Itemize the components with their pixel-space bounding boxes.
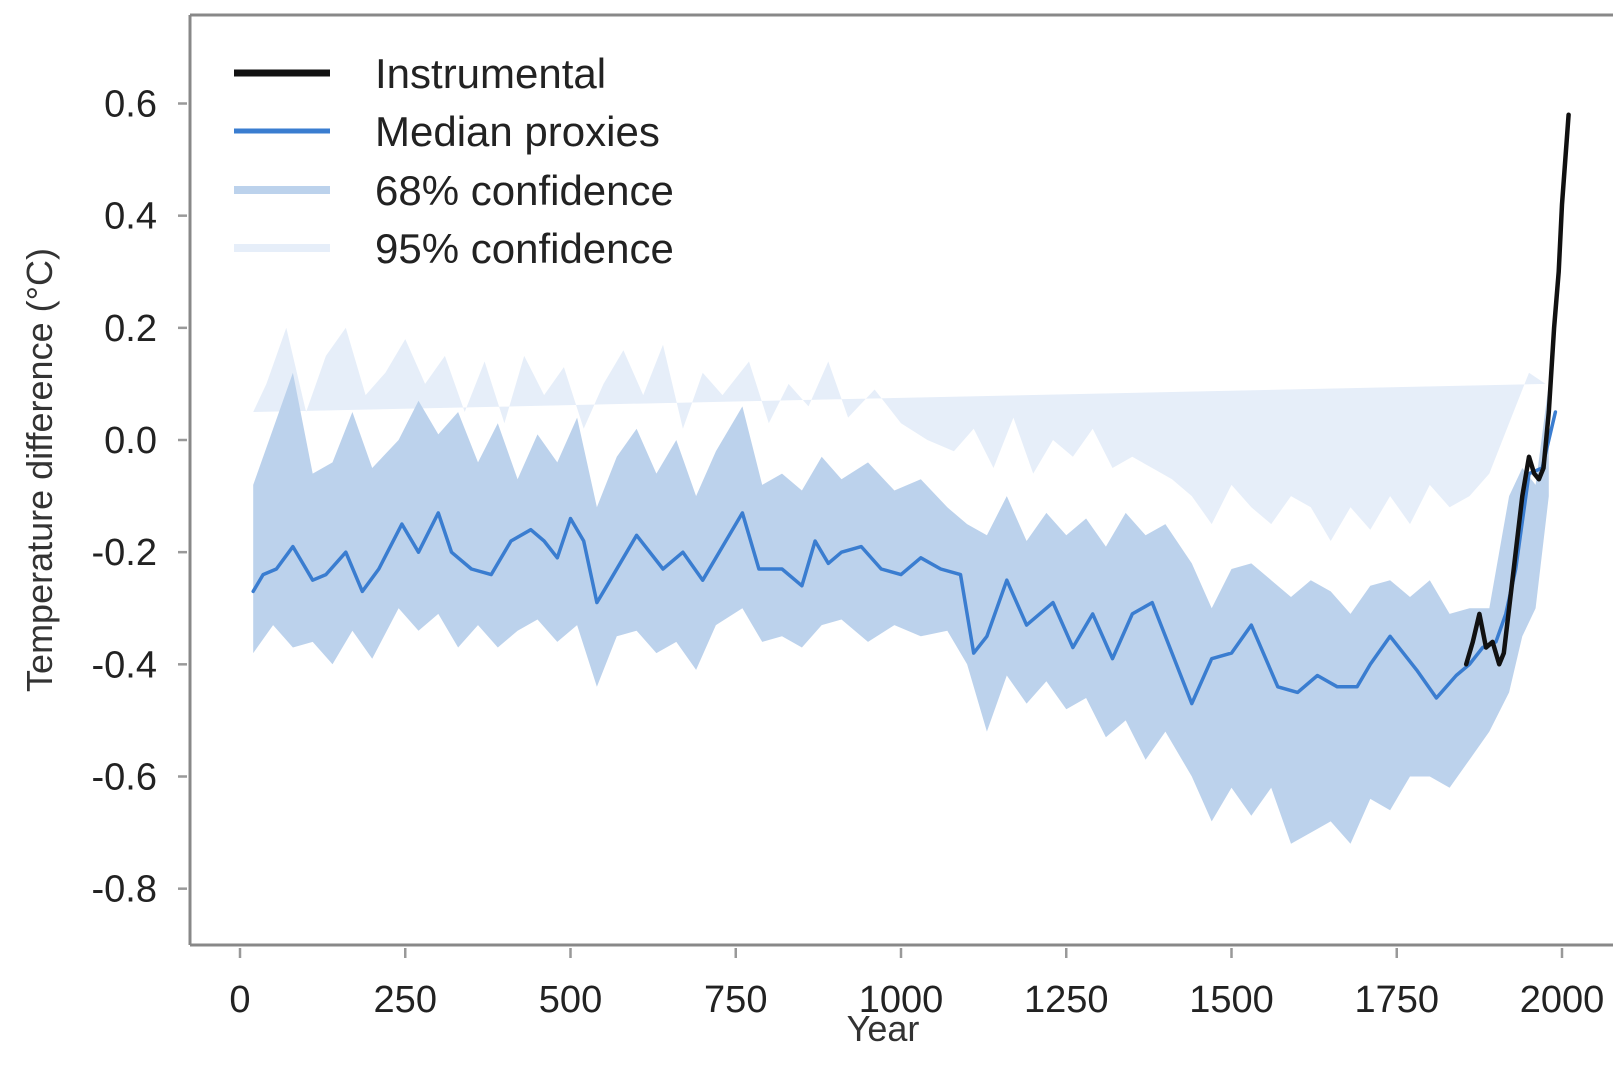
legend-label-ci68: 68% confidence — [375, 167, 674, 214]
y-tick-label: 0.4 — [104, 196, 157, 238]
y-tick-label: 0.6 — [104, 84, 157, 126]
legend-label-median: Median proxies — [375, 108, 660, 155]
median-proxies-line — [251, 410, 1558, 706]
legend-label-instrumental: Instrumental — [375, 50, 606, 97]
ticks: 0.6 0.4 0.2 0.0 -0.2 -0.4 -0.6 -0.8 0 250 500 750 10… — [92, 84, 1605, 1022]
ci95-band — [253, 327, 1546, 541]
x-tick-label: 1250 — [1024, 979, 1109, 1021]
ci68-band — [253, 372, 1549, 844]
x-tick-label: 750 — [704, 979, 767, 1021]
x-axis-title: Year — [847, 1008, 920, 1049]
x-tick-label: 0 — [229, 979, 250, 1021]
ci68-band-layer — [253, 372, 1549, 844]
y-tick-label: -0.8 — [92, 869, 157, 911]
y-tick-label: -0.6 — [92, 757, 157, 799]
x-tick-label: 1750 — [1354, 979, 1439, 1021]
median-line-layer — [251, 410, 1558, 706]
instrumental-line-layer — [1463, 112, 1571, 667]
y-tick-label: -0.4 — [92, 644, 157, 686]
y-tick-label: -0.2 — [92, 532, 157, 574]
axes — [188, 13, 1613, 947]
ci95-band-layer — [253, 327, 1546, 541]
x-tick-label: 1000 — [859, 979, 944, 1021]
x-tick-label: 2000 — [1520, 979, 1605, 1021]
y-axis-title: Temperature difference (°C) — [19, 248, 60, 692]
instrumental-line — [1463, 112, 1571, 667]
y-tick-label: 0.2 — [104, 308, 157, 350]
y-tick-label: 0.0 — [104, 420, 157, 462]
legend-label-ci95: 95% confidence — [375, 225, 674, 272]
x-tick-label: 250 — [374, 979, 437, 1021]
x-tick-label: 500 — [539, 979, 602, 1021]
x-tick-label: 1500 — [1189, 979, 1274, 1021]
legend: Instrumental Median proxies 68% confiden… — [234, 50, 674, 272]
